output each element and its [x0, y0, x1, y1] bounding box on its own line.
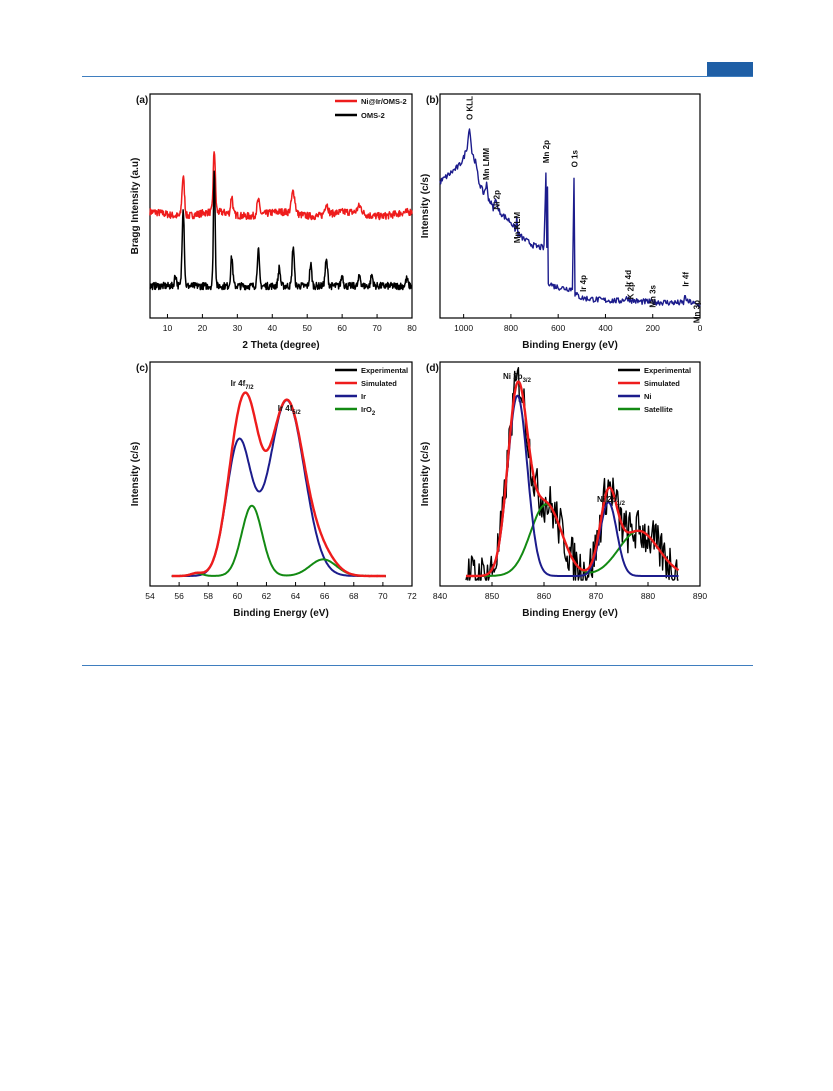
x-tick-label: 50 — [302, 323, 312, 333]
x-tick-label: 54 — [145, 591, 155, 601]
peak-label: Ni 2p — [492, 190, 501, 210]
peak-label: Mn 2p — [542, 140, 551, 163]
footer-rule — [82, 665, 753, 666]
peak-label: Ir 4p — [579, 275, 588, 292]
x-tick-label: 30 — [233, 323, 243, 333]
x-tick-label: 870 — [589, 591, 603, 601]
legend-label: Simulated — [644, 379, 680, 388]
legend-label: Ni — [644, 392, 652, 401]
panel-letter: (d) — [426, 363, 439, 374]
peak-label: Ni 2p3/2 — [503, 372, 532, 384]
series-line — [149, 170, 413, 291]
x-tick-label: 60 — [233, 591, 243, 601]
x-tick-label: 800 — [504, 323, 518, 333]
peak-label: Mn LMM — [482, 148, 491, 180]
peak-label: Mn KLM — [513, 212, 522, 243]
legend-label: IrO2 — [361, 405, 376, 417]
legend-label: Ni@Ir/OMS-2 — [361, 97, 407, 106]
x-axis-label: Binding Energy (eV) — [522, 608, 618, 619]
y-axis-label: Intensity (c/s) — [130, 442, 141, 506]
y-axis-label: Bragg Intensity (a.u) — [130, 158, 141, 255]
peak-label: Mn 3s — [649, 284, 658, 307]
x-tick-label: 40 — [268, 323, 278, 333]
x-tick-label: 58 — [203, 591, 213, 601]
peak-label: Ir 4d — [624, 270, 633, 287]
x-axis-label: 2 Theta (degree) — [242, 340, 319, 351]
x-axis-label: Binding Energy (eV) — [522, 340, 618, 351]
x-tick-label: 64 — [291, 591, 301, 601]
peak-label: Ir 4f7/2 — [231, 379, 255, 391]
y-axis-label: Intensity (c/s) — [420, 442, 431, 506]
legend-label: OMS-2 — [361, 111, 385, 120]
series-line — [149, 151, 413, 221]
legend-label: Experimental — [644, 366, 691, 375]
peak-label: Mn 3p — [692, 300, 701, 323]
header-tab — [707, 62, 753, 76]
series-line — [465, 380, 680, 578]
legend-label: Simulated — [361, 379, 397, 388]
plot-frame — [439, 361, 701, 587]
panel-d: 840 850 860 870 880 890 Binding Energy (eV) Int… — [420, 361, 707, 619]
panel-letter: (c) — [136, 363, 148, 374]
x-tick-label: 68 — [349, 591, 359, 601]
peak-label: Ni 2p1/2 — [597, 495, 626, 507]
x-tick-label: 70 — [372, 323, 382, 333]
plot-frame — [149, 361, 413, 587]
x-tick-label: 600 — [551, 323, 565, 333]
x-tick-label: 10 — [163, 323, 173, 333]
x-tick-label: 20 — [198, 323, 208, 333]
x-tick-label: 60 — [337, 323, 347, 333]
legend-label: Ir — [361, 392, 366, 401]
panel-letter: (a) — [136, 95, 148, 106]
series-line — [439, 128, 701, 308]
x-tick-label: 80 — [407, 323, 417, 333]
plot-frame — [149, 93, 413, 319]
x-tick-label: 890 — [693, 591, 707, 601]
x-tick-label: 72 — [407, 591, 417, 601]
x-tick-label: 62 — [262, 591, 272, 601]
x-tick-label: 0 — [698, 323, 703, 333]
panel-a: 10 20 30 40 50 60 70 80 2 Theta (degree) Bragg In… — [130, 93, 417, 351]
header-rule — [82, 76, 753, 77]
series-line — [171, 399, 387, 577]
panel-b: 1000 800 600 400 200 0 Binding Energy (eV) Inte… — [420, 93, 703, 351]
x-tick-label: 840 — [433, 591, 447, 601]
legend-label: Experimental — [361, 366, 408, 375]
x-axis-label: Binding Energy (eV) — [233, 608, 329, 619]
x-tick-label: 850 — [485, 591, 499, 601]
panel-letter: (b) — [426, 95, 439, 106]
peak-label: O KLL — [466, 96, 475, 120]
x-tick-label: 860 — [537, 591, 551, 601]
x-tick-label: 880 — [641, 591, 655, 601]
peak-label: Ir 4f5/2 — [278, 404, 302, 416]
series-line — [171, 504, 387, 577]
plot-frame — [439, 93, 701, 319]
x-tick-label: 70 — [378, 591, 388, 601]
x-tick-label: 56 — [174, 591, 184, 601]
legend-label: Satellite — [644, 405, 673, 414]
peak-label: K 2p — [627, 282, 636, 299]
x-tick-label: 200 — [646, 323, 660, 333]
peak-label: Ir 4f — [681, 272, 690, 287]
y-axis-label: Intensity (c/s) — [420, 174, 431, 238]
x-tick-label: 66 — [320, 591, 330, 601]
panel-c: 54 56 58 60 62 64 66 68 70 72 Binding Energy (eV) I… — [130, 361, 417, 619]
peak-label: O 1s — [570, 149, 579, 167]
x-tick-label: 400 — [598, 323, 612, 333]
x-tick-label: 1000 — [454, 323, 473, 333]
series-line — [171, 391, 387, 578]
